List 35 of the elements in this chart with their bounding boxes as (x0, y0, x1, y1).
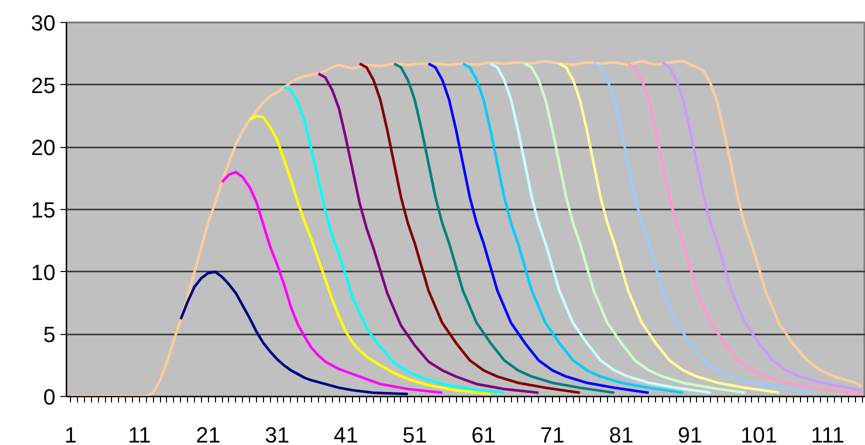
line-series (69, 60, 864, 396)
line-series (524, 62, 746, 394)
x-tick-label: 11 (128, 422, 151, 445)
line-series (462, 62, 684, 394)
x-tick-label: 81 (608, 422, 634, 445)
x-tick-label: 1 (64, 422, 77, 445)
line-series (661, 61, 864, 392)
x-tick-label: 101 (740, 422, 778, 445)
y-tick-label: 0 (43, 384, 56, 410)
line-series (558, 62, 781, 394)
x-tick-label: 31 (264, 422, 290, 445)
line-series (248, 114, 492, 396)
line-series (358, 62, 582, 394)
x-tick-label: 71 (540, 422, 565, 445)
line-series (179, 270, 410, 396)
line-series (317, 72, 540, 394)
y-tick-label: 20 (31, 135, 56, 160)
y-tick-label: 10 (31, 260, 56, 285)
line-series (427, 62, 650, 394)
x-tick-label: 41 (334, 422, 358, 445)
x-tick-label: 61 (471, 422, 496, 445)
line-series (489, 62, 712, 394)
line-series (592, 62, 816, 394)
line-series (626, 62, 864, 396)
y-tick-label: 5 (43, 322, 56, 348)
x-tick-label: 111 (810, 422, 844, 445)
x-tick-label: 91 (678, 422, 702, 445)
y-tick-label: 25 (31, 72, 56, 98)
line-series (282, 86, 506, 394)
y-tick-label: 15 (31, 198, 56, 222)
y-tick-label: 30 (31, 10, 56, 36)
line-series (392, 62, 616, 394)
x-tick-label: 51 (402, 422, 427, 445)
line-series (220, 170, 444, 394)
x-tick-label: 21 (196, 422, 221, 445)
